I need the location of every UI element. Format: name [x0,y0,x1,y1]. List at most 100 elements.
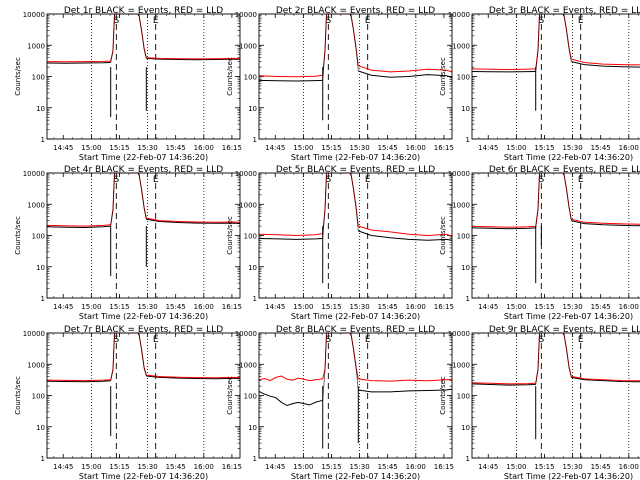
events-series-line [358,70,453,78]
end-marker: E [578,175,584,185]
y-tick-label: 1 [466,136,470,144]
x-tick-label: 15:30 [349,144,369,152]
chart-panel-9: Det 9r BLACK = Events, RED = LLD Counts/s… [439,325,640,480]
x-tick-label: 15:00 [293,303,313,311]
lld-series-line [571,58,640,66]
events-series-line [146,375,241,380]
plot-frame [471,172,640,299]
x-tick-label: 15:15 [321,144,341,152]
x-tick-label: 14:45 [478,463,498,471]
events-series-line [258,390,323,407]
chart-panel-6: Det 6r BLACK = Events, RED = LLD Counts/s… [439,165,640,321]
lld-series-line [146,57,241,60]
x-tick-label: 14:45 [265,144,285,152]
x-tick-label: 15:15 [109,463,129,471]
x-tick-label: 16:15 [434,463,454,471]
events-series-line [258,79,323,82]
x-tick-label: 15:45 [378,144,398,152]
x-tick-label: 14:45 [53,144,73,152]
y-tick-label: 1 [466,295,470,303]
x-tick-label: 15:45 [378,303,398,311]
events-series-line [358,388,453,393]
x-tick-label: 16:15 [434,303,454,311]
y-tick-label: 100 [32,233,45,241]
x-tick-label: 15:15 [534,463,554,471]
x-tick-label: 15:45 [166,144,186,152]
chart-title: Det 9r BLACK = Events, RED = LLD [489,325,640,335]
x-axis-label: Start Time (22-Feb-07 14:36:20) [291,472,420,480]
chart-panel-4: Det 4r BLACK = Events, RED = LLD Counts/s… [14,165,242,321]
y-tick-label: 1 [41,136,45,144]
end-marker: E [578,335,584,345]
y-tick-label: 100 [244,393,257,401]
x-tick-label: 15:00 [81,303,101,311]
y-tick-label: 10 [248,105,257,113]
plot-frame [46,172,241,299]
lld-series-line [46,224,111,227]
y-tick-label: 100 [32,393,45,401]
x-tick-label: 15:45 [591,463,611,471]
events-series-line [46,62,111,64]
y-tick-label: 1000 [27,42,45,50]
y-tick-label: 10 [36,424,45,432]
y-tick-label: 10000 [23,11,45,19]
plot-frame [258,172,453,299]
x-tick-label: 16:00 [406,463,426,471]
chart-panel-1: Det 1r BLACK = Events, RED = LLD Counts/s… [14,6,242,162]
x-tick-label: 15:15 [534,144,554,152]
start-marker: S [325,175,331,185]
lld-series-line [571,218,640,225]
chart-panel-7: Det 7r BLACK = Events, RED = LLD Counts/s… [14,325,242,480]
y-tick-label: 10000 [23,330,45,338]
lld-series-line [258,74,323,78]
y-tick-label: 1000 [27,201,45,209]
x-tick-label: 16:15 [222,303,242,311]
y-tick-label: 10 [461,424,470,432]
chart-panel-3: Det 3r BLACK = Events, RED = LLD Counts/s… [439,6,640,162]
end-marker: E [365,175,371,185]
lld-series-line [358,378,453,382]
y-tick-label: 10000 [235,170,257,178]
events-series-line [46,380,111,383]
x-tick-label: 15:30 [562,144,582,152]
y-tick-label: 1000 [239,42,257,50]
y-axis-label: Counts/sec [439,57,447,96]
y-tick-label: 10000 [235,11,257,19]
lld-series-line [471,225,536,228]
x-tick-label: 16:15 [222,463,242,471]
y-tick-label: 10000 [448,11,470,19]
end-marker: E [365,16,371,26]
y-tick-label: 10 [36,105,45,113]
x-tick-label: 15:45 [591,303,611,311]
end-marker: E [153,335,159,345]
start-marker: S [538,335,544,345]
y-tick-label: 100 [457,393,470,401]
chart-title: Det 7r BLACK = Events, RED = LLD [64,325,223,335]
x-axis-label: Start Time (22-Feb-07 14:36:20) [291,153,420,162]
y-tick-label: 1 [41,295,45,303]
lld-series-line [46,379,111,382]
x-tick-label: 15:45 [591,144,611,152]
y-tick-label: 10 [461,105,470,113]
x-tick-label: 15:00 [506,144,526,152]
x-tick-label: 15:30 [562,463,582,471]
end-marker: E [578,16,584,26]
x-tick-label: 15:15 [109,144,129,152]
start-marker: S [113,335,119,345]
x-tick-label: 15:00 [293,463,313,471]
y-tick-label: 100 [457,74,470,82]
y-tick-label: 100 [244,233,257,241]
x-axis-label: Start Time (22-Feb-07 14:36:20) [79,472,208,480]
y-axis-label: Counts/sec [439,376,447,415]
x-tick-label: 16:15 [434,144,454,152]
x-tick-label: 16:15 [222,144,242,152]
events-series-line [571,61,640,68]
lld-series-line [471,68,536,71]
end-marker: E [365,335,371,345]
events-series-line [571,376,640,383]
lld-series-line [146,374,241,379]
chart-title: Det 1r BLACK = Events, RED = LLD [64,6,223,16]
y-tick-label: 100 [457,233,470,241]
x-tick-label: 14:45 [478,144,498,152]
